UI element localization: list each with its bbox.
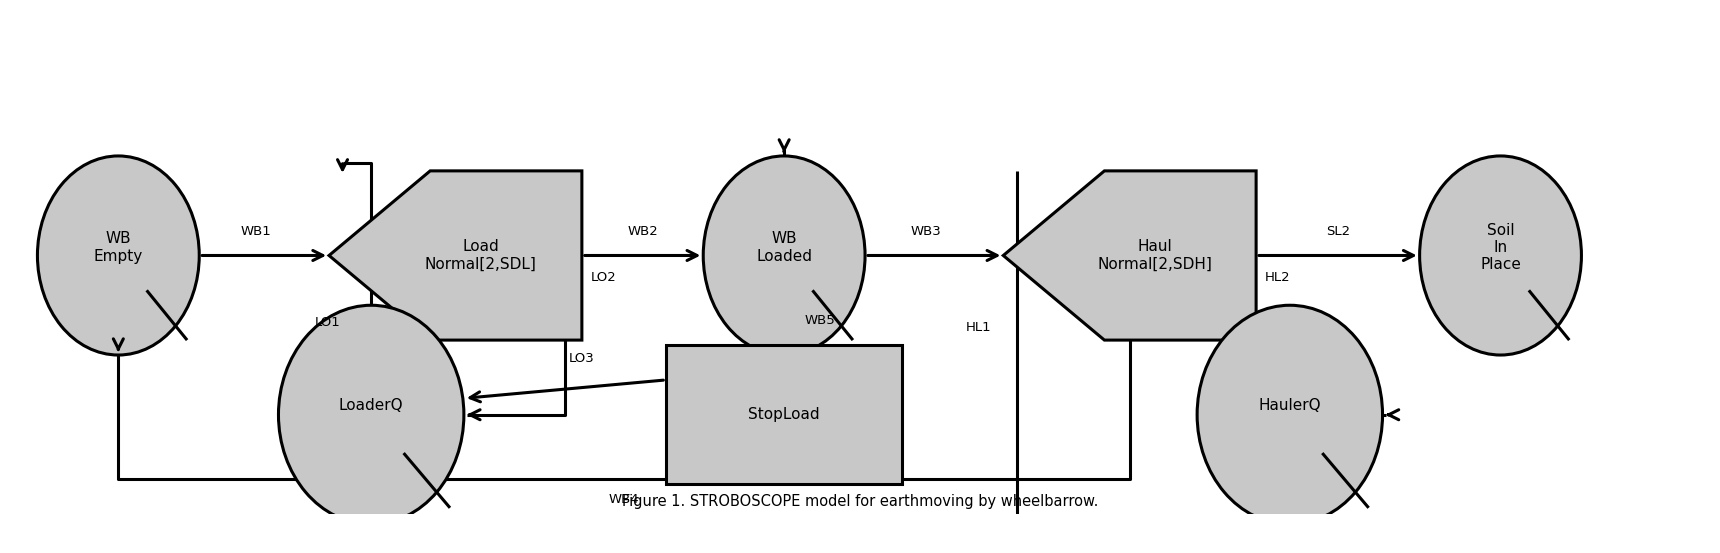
Text: HaulerQ: HaulerQ — [1259, 399, 1321, 414]
Ellipse shape — [279, 305, 464, 524]
Text: SL2: SL2 — [1326, 225, 1350, 238]
Text: LoaderQ: LoaderQ — [339, 399, 404, 414]
Text: WB2: WB2 — [628, 225, 659, 238]
Ellipse shape — [1197, 305, 1383, 524]
Text: WB
Empty: WB Empty — [93, 231, 143, 264]
Bar — [666, 345, 903, 484]
Ellipse shape — [1419, 156, 1581, 355]
Text: LO3: LO3 — [569, 352, 595, 365]
Text: WB5: WB5 — [805, 314, 836, 327]
Ellipse shape — [703, 156, 865, 355]
Text: StopLoad: StopLoad — [748, 407, 820, 422]
Text: HL2: HL2 — [1264, 272, 1290, 284]
Text: WB3: WB3 — [910, 225, 941, 238]
Text: LO2: LO2 — [590, 272, 616, 284]
Text: LO1: LO1 — [315, 316, 341, 329]
Text: WB4: WB4 — [609, 493, 640, 507]
Polygon shape — [1003, 171, 1256, 340]
Text: Soil
In
Place: Soil In Place — [1481, 223, 1520, 273]
Text: Figure 1. STROBOSCOPE model for earthmoving by wheelbarrow.: Figure 1. STROBOSCOPE model for earthmov… — [623, 494, 1097, 509]
Text: Load
Normal[2,SDL]: Load Normal[2,SDL] — [425, 239, 537, 272]
Text: WB
Loaded: WB Loaded — [757, 231, 812, 264]
Text: Haul
Normal[2,SDH]: Haul Normal[2,SDH] — [1097, 239, 1213, 272]
Text: WB1: WB1 — [241, 225, 272, 238]
Text: HL1: HL1 — [967, 321, 991, 334]
Polygon shape — [329, 171, 581, 340]
Ellipse shape — [38, 156, 200, 355]
